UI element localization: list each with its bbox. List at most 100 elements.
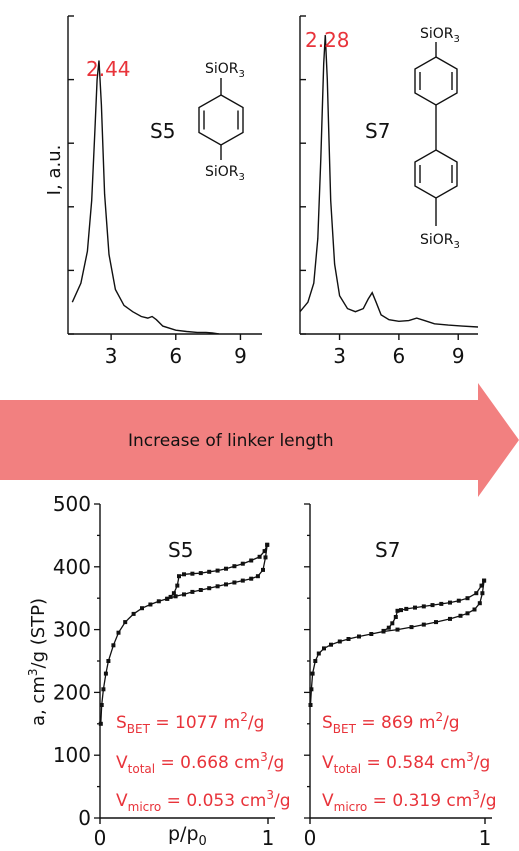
iso-s5-adsorption-point — [182, 592, 186, 597]
iso-s7-desorption-point — [430, 603, 435, 608]
iso-s7-adsorption-point — [322, 646, 326, 651]
iso-s7-vtotal: Vtotal = 0.584 cm3/g — [322, 750, 490, 776]
iso-s5-adsorption-point — [98, 721, 103, 726]
iso-s5-vtotal: Vtotal = 0.668 cm3/g — [116, 750, 284, 776]
iso-s7-desorption-point — [479, 583, 484, 588]
iso-s5-desorption-point — [240, 561, 245, 566]
iso-s5-annotations: SBET = 1077 m2/g Vtotal = 0.668 cm3/g Vm… — [116, 710, 291, 814]
iso-s5-desorption-point — [257, 554, 262, 559]
xrd-b-x-ticks: 3 6 9 — [333, 334, 465, 368]
iso-s7-adsorption-point — [369, 632, 374, 636]
xrd-panel-s7: 3 6 9 2.28 S7 SiOR3 SiOR3 — [299, 15, 479, 368]
iso-y-ticks: 0 100 200 300 400 500 — [53, 492, 100, 830]
iso-s5-adsorption-point — [261, 567, 265, 572]
iso-s5-adsorption-point — [263, 555, 268, 560]
iso-s7-adsorption-point — [480, 591, 485, 596]
iso-s5-desorption-point — [215, 568, 220, 573]
s5-group-bottom: SiOR3 — [205, 164, 245, 183]
xrd-b-x-tick-label: 9 — [452, 344, 465, 368]
iso-s7-desorption-point — [465, 596, 470, 601]
iso-y-tick-label: 500 — [53, 492, 91, 516]
arrow-shape — [0, 383, 519, 497]
xrd-b-x-tick-label: 3 — [333, 344, 346, 368]
xrd-a-y-ticks — [68, 15, 74, 335]
iso-y-tick-label: 400 — [53, 555, 91, 579]
iso-s7-adsorption-point — [308, 703, 313, 707]
iso-s7-series — [308, 578, 487, 707]
iso-s7-desorption-point — [404, 606, 409, 611]
iso-s5-desorption-point — [265, 542, 270, 547]
iso-s5-desorption-point — [190, 571, 195, 576]
iso-s5-adsorption-point — [224, 582, 228, 587]
iso-s5-adsorption-point — [131, 611, 136, 616]
xrd-panel-s5: 3 6 9 2.44 S5 SiOR3 SiOR3 — [67, 15, 262, 368]
s5-group-top: SiOR3 — [205, 61, 245, 80]
iso-s7-adsorption-point — [313, 659, 318, 663]
iso-s7-adsorption-point — [465, 611, 470, 616]
iso-s5-desorption-point — [165, 596, 170, 601]
iso-s7-adsorption-point — [309, 687, 314, 692]
iso-s7-adsorption-point — [409, 625, 414, 630]
iso-s5-sample-label: S5 — [168, 538, 193, 562]
iso-y-tick-label: 100 — [53, 743, 91, 767]
iso-s7-desorption-point — [456, 598, 461, 603]
iso-s7-adsorption-point — [434, 620, 438, 625]
iso-s5-adsorption-point — [123, 620, 128, 625]
iso-s5-adsorption-point — [156, 599, 161, 604]
iso-s7-desorption-point — [390, 621, 395, 626]
iso-s7-adsorption-point — [477, 601, 482, 606]
iso-y-tick-label: 0 — [78, 806, 91, 830]
iso-s5-x-tick-label: 1 — [262, 826, 275, 850]
iso-s7-desorption-point — [399, 608, 403, 613]
xrd-a-x-tick-label: 3 — [105, 344, 118, 368]
iso-s5-desorption-point — [262, 549, 267, 554]
s7-group-bottom: SiOR3 — [420, 232, 460, 251]
s7-group-top: SiOR3 — [420, 26, 460, 45]
iso-b-y-ticks — [304, 503, 310, 819]
iso-y-tick-label: 300 — [53, 618, 91, 642]
xrd-a-x-ticks: 3 6 9 — [105, 334, 247, 368]
iso-s7-desorption-point — [381, 628, 386, 633]
iso-s5-desorption-point — [171, 591, 176, 596]
xrd-s5-curve — [71, 60, 220, 334]
iso-s7-vmicro: Vmicro = 0.319 cm3/g — [322, 788, 497, 814]
iso-s7-annotations: SBET = 869 m2/g Vtotal = 0.584 cm3/g Vmi… — [322, 710, 497, 814]
iso-s7-adsorption-point — [395, 627, 400, 632]
iso-s5-adsorption-point — [148, 602, 153, 607]
iso-s5-adsorption-point — [215, 584, 220, 589]
iso-s7-desorption-point — [413, 605, 417, 610]
iso-s7-adsorption-point — [458, 613, 463, 618]
xrd-s7-sample-label: S7 — [365, 119, 390, 143]
iso-s5-adsorption-point — [111, 643, 116, 648]
iso-s5-sbet: SBET = 1077 m2/g — [116, 710, 264, 736]
iso-s5-desorption-point — [224, 566, 228, 571]
iso-s7-sample-label: S7 — [375, 538, 400, 562]
xrd-b-x-tick-label: 6 — [393, 344, 406, 368]
iso-s5-desorption-point — [249, 558, 254, 563]
iso-s5-adsorption-point — [207, 586, 212, 591]
iso-s5-adsorption-point — [103, 671, 108, 676]
iso-x-axis-label: p/p0 — [168, 823, 207, 849]
xrd-s7-peak-label: 2.28 — [305, 28, 350, 52]
iso-s7-desorption-point — [395, 608, 400, 613]
iso-y-axis-label: a, cm3/g (STP) — [26, 598, 49, 726]
iso-s5-adsorption-point — [140, 606, 144, 611]
iso-s7-adsorption-point — [316, 651, 321, 656]
iso-s5-x-tick-label: 0 — [94, 826, 107, 850]
iso-s5-adsorption-point — [101, 687, 106, 692]
iso-s5-desorption-point — [207, 569, 212, 574]
xrd-s5-sample-label: S5 — [150, 119, 175, 143]
iso-s5-vmicro: Vmicro = 0.053 cm3/g — [116, 788, 291, 814]
iso-s5-adsorption-point — [232, 580, 237, 585]
xrd-y-axis-label: I, a.u. — [44, 145, 65, 196]
iso-s5-adsorption-point — [116, 630, 121, 635]
iso-s5-adsorption-point — [106, 659, 111, 663]
iso-s5-adsorption-line — [100, 544, 268, 724]
iso-s5-adsorption-point — [190, 589, 195, 594]
iso-s5-desorption-point — [175, 583, 180, 588]
iso-s7-desorption-point — [448, 600, 452, 605]
iso-s7-desorption-point — [474, 591, 479, 596]
iso-s5-adsorption-point — [255, 574, 260, 579]
